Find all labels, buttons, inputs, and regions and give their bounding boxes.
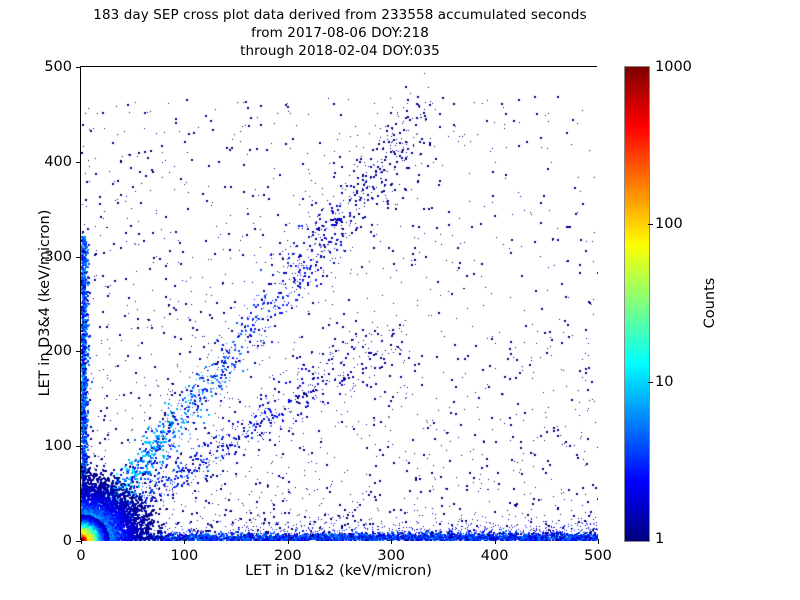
y-tick-mark bbox=[76, 256, 81, 258]
scatter-density-plot bbox=[81, 67, 598, 541]
plot-title: 183 day SEP cross plot data derived from… bbox=[0, 6, 680, 60]
colorbar-tick-mark bbox=[648, 382, 653, 383]
colorbar: 1 10 100 1000 bbox=[624, 59, 692, 547]
y-tick-label: 500 bbox=[44, 59, 72, 75]
y-tick-mark bbox=[76, 351, 81, 353]
colorbar-label: Counts bbox=[702, 277, 718, 329]
colorbar-gradient bbox=[624, 66, 650, 542]
x-tick-mark bbox=[287, 539, 289, 544]
x-tick-label: 400 bbox=[480, 548, 509, 564]
x-tick-mark bbox=[391, 539, 393, 544]
colorbar-tick-label: 10 bbox=[655, 374, 674, 390]
x-tick-mark bbox=[184, 539, 186, 544]
y-tick-mark bbox=[76, 67, 81, 68]
colorbar-tick-label: 100 bbox=[655, 216, 683, 232]
y-tick-label: 100 bbox=[44, 438, 72, 455]
y-tick-label: 200 bbox=[44, 343, 72, 360]
plot-title-line-3: through 2018-02-04 DOY:035 bbox=[240, 43, 440, 59]
x-tick-label: 300 bbox=[377, 548, 406, 564]
x-tick-label: 500 bbox=[584, 548, 612, 564]
colorbar-tick-label: 1000 bbox=[655, 58, 692, 75]
y-tick-label: 300 bbox=[44, 248, 72, 265]
x-tick-mark bbox=[598, 539, 599, 544]
x-tick-mark bbox=[81, 539, 82, 544]
y-tick-mark bbox=[76, 446, 81, 448]
y-tick-mark bbox=[76, 541, 81, 542]
y-tick-mark bbox=[76, 161, 81, 163]
y-tick-label: 400 bbox=[44, 153, 72, 170]
plot-title-line-2: from 2017-08-06 DOY:218 bbox=[251, 25, 429, 41]
x-tick-label: 0 bbox=[76, 548, 86, 564]
plot-title-line-1: 183 day SEP cross plot data derived from… bbox=[93, 7, 587, 23]
colorbar-tick-mark bbox=[648, 224, 653, 225]
x-tick-mark bbox=[494, 539, 496, 544]
plot-axes: 0 100 200 300 400 500 0 100 200 300 400 500 bbox=[44, 59, 612, 564]
colorbar-tick-label: 1 bbox=[655, 531, 665, 548]
y-tick-label: 0 bbox=[62, 533, 72, 549]
x-tick-label: 200 bbox=[273, 548, 302, 564]
x-axis-label: LET in D1&2 (keV/micron) bbox=[245, 563, 432, 579]
y-axis-label: LET in D3&4 (keV/micron) bbox=[37, 209, 53, 397]
x-tick-label: 100 bbox=[170, 548, 199, 564]
